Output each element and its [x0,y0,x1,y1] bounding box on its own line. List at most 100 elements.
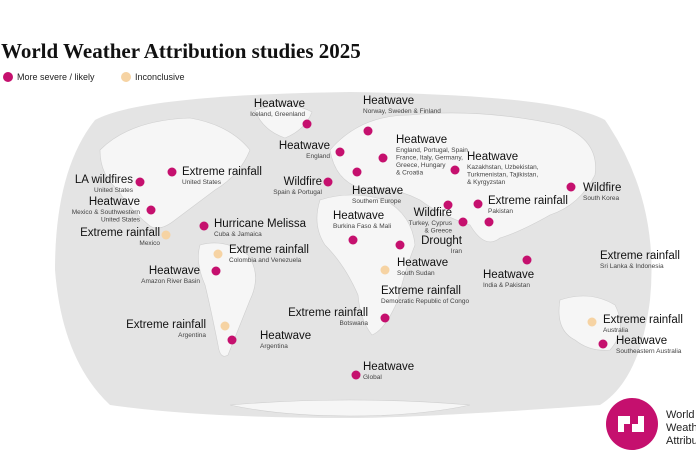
marker-sublabel: Southeastern Australia [616,348,682,355]
marker-dot [378,153,388,163]
marker-label: Extreme rainfall [182,166,262,178]
logo-icon [618,416,644,432]
marker-label: Heatwave [279,140,330,152]
marker-sublabel: France, Italy, Germany, [396,155,463,162]
marker-sublabel: India & Pakistan [483,282,530,289]
marker-sublabel: Spain & Portugal [273,189,322,196]
marker-dot [458,217,468,227]
marker-sublabel: Norway, Sweden & Finland [363,108,441,115]
legend-label: More severe / likely [17,72,95,82]
marker-dot [302,119,312,129]
marker-sublabel: United States [101,217,141,224]
marker-dot [522,255,532,265]
marker-dot [161,230,171,240]
marker-dot [352,167,362,177]
marker-label: Wildfire [414,207,452,219]
marker-label: Extreme rainfall [288,307,368,319]
marker-dot [213,249,223,259]
marker-sublabel: Botswana [339,320,368,327]
marker-sublabel: South Sudan [397,270,435,277]
marker-sublabel: & Kyrgyzstan [467,179,506,186]
marker-label: Extreme rainfall [488,195,568,207]
marker-sublabel: Turkmenistan, Tajikistan, [467,172,538,179]
marker-label: Heatwave [260,330,311,342]
title: World Weather Attribution studies 2025 [1,39,361,63]
marker-sublabel: United States [94,187,134,194]
legend-dot [3,72,13,82]
logo-text: Attribution [666,435,696,447]
marker-sublabel: Greece, Hungary [396,162,446,169]
marker-label: LA wildfires [75,174,133,186]
marker-label: Wildfire [284,176,322,188]
marker-dot [363,126,373,136]
antarctica [229,399,471,417]
marker-sublabel: Iceland, Greenland [250,111,305,118]
marker-sublabel: Burkina Faso & Mali [333,223,391,230]
marker-sublabel: Argentina [178,332,206,339]
marker-label: Hurricane Melissa [214,218,307,230]
marker-dot [335,147,345,157]
marker-dot [598,339,608,349]
marker-label: Extreme rainfall [381,285,461,297]
marker-label: Heatwave [616,335,667,347]
marker-sublabel: Mexico [139,240,160,247]
marker-label: Heatwave [483,269,534,281]
marker-label: Extreme rainfall [80,227,160,239]
marker-sublabel: Pakistan [488,208,513,215]
marker-dot [443,200,453,210]
marker-sublabel: & Croatia [396,170,423,177]
marker-label: Extreme rainfall [603,314,683,326]
legend-label: Inconclusive [135,72,185,82]
marker-dot [587,317,597,327]
marker-dot [450,165,460,175]
greenland [254,105,313,139]
marker-label: Heatwave [254,98,305,110]
marker-sublabel: Cuba & Jamaica [214,231,262,238]
marker-dot [484,217,494,227]
marker-sublabel: Sri Lanka & Indonesia [600,263,664,270]
marker-dot [380,265,390,275]
legend: More severe / likely Inconclusive [3,72,185,82]
marker-sublabel: United States [182,179,222,186]
logo: World Weather Attribution [606,398,696,450]
marker-dot [395,240,405,250]
marker-sublabel: South Korea [583,195,620,202]
marker-sublabel: Southern Europe [352,198,402,205]
marker-label: Heatwave [363,95,414,107]
map [55,92,652,418]
marker-label: Heatwave [396,134,447,146]
eurasia [329,112,596,243]
marker-label: Heatwave [467,151,518,163]
marker-label: Extreme rainfall [600,250,680,262]
marker-label: Drought [421,235,463,247]
marker-label: Wildfire [583,182,621,194]
marker-dot [220,321,230,331]
marker-sublabel: Australia [603,327,629,334]
marker-dot [351,370,361,380]
marker-sublabel: Amazon River Basin [141,278,200,285]
marker-dot [211,266,221,276]
logo-text: Weather [666,422,696,434]
marker-dot [380,313,390,323]
